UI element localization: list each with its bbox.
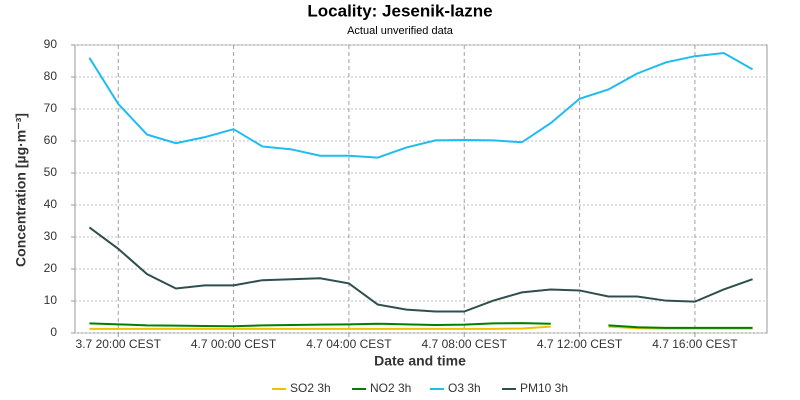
y-tick-label: 40 <box>44 197 58 211</box>
plot-area <box>74 44 768 334</box>
x-tick-label: 3.7 20:00 CEST <box>76 337 162 351</box>
x-tick-label: 4.7 16:00 CEST <box>652 337 738 351</box>
y-tick-label: 90 <box>44 37 58 51</box>
y-tick-label: 50 <box>44 165 58 179</box>
legend-label: SO2 3h <box>290 381 331 395</box>
x-tick-label: 4.7 04:00 CEST <box>306 337 392 351</box>
y-tick-label: 20 <box>44 261 58 275</box>
x-tick-label: 4.7 08:00 CEST <box>422 337 508 351</box>
y-tick-label: 10 <box>44 293 58 307</box>
y-tick-label: 60 <box>44 133 58 147</box>
series-line <box>89 322 753 329</box>
series-line <box>88 226 753 313</box>
chart-subtitle: Actual unverified data <box>347 25 454 37</box>
y-tick-label: 80 <box>44 69 58 83</box>
chart-title: Locality: Jesenik-lazne <box>307 1 492 20</box>
legend-label: O3 3h <box>448 381 481 395</box>
y-tick-label: 0 <box>50 325 57 339</box>
x-tick-label: 4.7 00:00 CEST <box>191 337 277 351</box>
y-tick-label: 30 <box>44 229 58 243</box>
legend-label: PM10 3h <box>520 381 568 395</box>
y-tick-label: 70 <box>44 101 58 115</box>
x-tick-label: 4.7 12:00 CEST <box>537 337 623 351</box>
series-line <box>88 51 754 159</box>
legend-label: NO2 3h <box>370 381 411 395</box>
y-axis-label: Concentration [µg·m⁻³] <box>13 113 29 267</box>
x-axis-label: Date and time <box>374 353 466 369</box>
